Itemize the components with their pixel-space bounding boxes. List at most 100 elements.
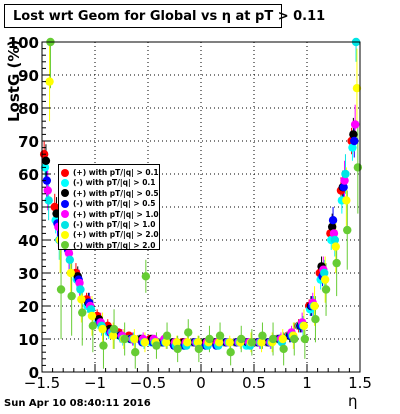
legend-entry: (+) with pT/|q| > 0.1: [61, 167, 159, 178]
legend-label: (+) with pT/|q| > 0.1: [73, 168, 159, 177]
data-point: [65, 255, 75, 264]
data-point: [352, 84, 362, 93]
legend-marker-icon: [61, 230, 69, 239]
data-point: [353, 163, 363, 172]
data-point: [350, 120, 360, 129]
data-point: [75, 278, 84, 288]
data-point: [290, 334, 299, 344]
data-point: [140, 338, 150, 347]
data-point: [77, 295, 86, 304]
legend-label: (-) with pT/|q| > 2.0: [73, 240, 156, 250]
legend-marker-icon: [61, 210, 69, 219]
plot-frame: [41, 41, 361, 373]
data-point: [226, 348, 235, 357]
axis-ticks: −1.5 −1 −0.5 0 0.5 1 1.5 0 10 20 30 40 50 60 70 80 90 100: [8, 34, 372, 392]
data-point: [43, 186, 52, 195]
data-point: [50, 202, 59, 212]
title-box: Lost wrt Geom for Global vs η at pT > 0.…: [4, 4, 325, 28]
data-point: [108, 331, 118, 340]
data-point: [320, 268, 329, 278]
data-point: [184, 328, 193, 337]
data-point: [300, 334, 310, 344]
data-point: [320, 275, 330, 284]
legend-entry: (+) with pT/|q| > 0.5: [61, 188, 159, 199]
data-point: [88, 321, 98, 330]
x-tick-label: 0: [196, 374, 206, 392]
data-point: [193, 338, 203, 347]
data-point: [161, 338, 171, 347]
legend-label: (-) with pT/|q| > 0.1: [73, 178, 156, 188]
data-point: [120, 334, 129, 344]
data-point: [56, 285, 66, 294]
data-point: [329, 229, 339, 238]
y-tick-label: 30: [18, 265, 39, 283]
data-point: [268, 334, 278, 344]
y-tick-label: 0: [29, 364, 39, 382]
data-point: [98, 324, 107, 334]
data-point: [340, 176, 349, 185]
data-point: [310, 301, 319, 311]
data-point: [76, 285, 85, 294]
legend-label: (+) with pT/|q| > 1.0: [73, 209, 159, 219]
data-point: [173, 344, 182, 354]
data-point: [109, 324, 119, 334]
y-tick-label: 100: [8, 34, 39, 52]
legend-entry: (-) with pT/|q| > 2.0: [61, 240, 155, 251]
legend-marker-icon: [61, 199, 69, 208]
data-point: [141, 272, 151, 281]
x-tick-label: 1: [302, 374, 312, 392]
data-point: [131, 348, 140, 357]
data-point: [339, 183, 348, 192]
data-point: [343, 225, 352, 235]
legend-marker-icon: [61, 220, 69, 229]
data-point: [330, 235, 340, 245]
x-tick-label: 1.5: [348, 374, 372, 392]
data-point: [332, 258, 341, 268]
y-tick-label: 20: [18, 298, 39, 316]
data-point: [215, 331, 225, 340]
legend-label: (-) with pT/|q| > 0.5: [73, 199, 156, 209]
data-point: [64, 249, 74, 258]
y-tick-label: 50: [18, 199, 39, 217]
x-tick-label: −1.5: [24, 374, 60, 392]
data-point: [258, 331, 267, 340]
data-point: [130, 334, 139, 344]
data-point: [225, 338, 234, 347]
y-tick-label: 60: [18, 166, 39, 184]
legend-entry: (+) with pT/|q| > 1.0: [61, 209, 159, 220]
chart-title: Lost wrt Geom for Global vs η at pT > 0.…: [13, 9, 326, 24]
data-point: [321, 285, 331, 294]
data-point: [247, 338, 257, 347]
y-tick-label: 80: [18, 100, 39, 118]
data-point: [78, 308, 87, 317]
data-point: [205, 334, 214, 344]
data-point: [86, 305, 96, 314]
legend-marker-icon: [61, 178, 69, 187]
data-point: [87, 311, 97, 321]
data-point: [341, 169, 350, 179]
x-tick-label: 0.5: [242, 374, 266, 392]
data-point: [331, 242, 340, 251]
legend-marker-icon: [61, 241, 69, 250]
data-point: [350, 136, 359, 146]
legend-entry: (-) with pT/|q| > 0.1: [61, 177, 155, 188]
data-point: [44, 196, 53, 205]
y-tick-label: 40: [18, 232, 39, 250]
data-point: [214, 338, 224, 347]
data-point: [299, 321, 309, 330]
legend-entry: (-) with pT/|q| > 1.0: [61, 219, 155, 230]
data-point: [327, 222, 337, 231]
data-point: [257, 338, 266, 347]
data-point: [172, 338, 181, 347]
data-point: [328, 216, 338, 225]
legend: (+) with pT/|q| > 0.1 (-) with pT/|q| > 0…: [58, 164, 160, 250]
y-axis-label: LostG (%): [5, 39, 23, 122]
x-tick-label: −1: [84, 374, 106, 392]
data-point: [278, 334, 287, 344]
legend-entry: (-) with pT/|q| > 0.5: [61, 198, 155, 209]
timestamp-footer: Sun Apr 10 08:40:11 2016: [4, 398, 151, 409]
y-tick-label: 90: [18, 67, 39, 85]
data-point: [342, 196, 351, 205]
y-tick-label: 70: [18, 133, 39, 151]
legend-marker-icon: [61, 168, 69, 177]
